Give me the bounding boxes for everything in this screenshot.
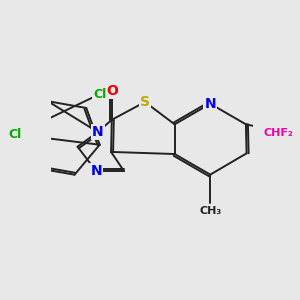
Text: Cl: Cl [93,88,106,101]
Text: N: N [92,125,103,139]
Text: S: S [140,95,150,109]
Text: CH₃: CH₃ [199,206,221,216]
Text: Cl: Cl [8,128,22,141]
Text: O: O [106,84,118,98]
Text: N: N [90,164,102,178]
Text: CHF₂: CHF₂ [264,128,293,138]
Text: N: N [205,97,216,111]
